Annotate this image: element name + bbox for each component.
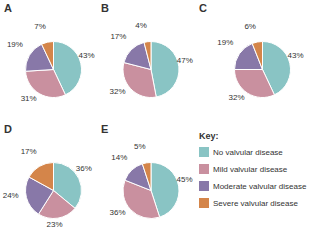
- svg-text:14%: 14%: [111, 153, 127, 162]
- svg-text:5%: 5%: [134, 142, 146, 151]
- svg-text:45%: 45%: [177, 175, 193, 184]
- svg-text:32%: 32%: [110, 87, 126, 96]
- svg-text:7%: 7%: [34, 22, 46, 31]
- svg-text:36%: 36%: [110, 208, 126, 217]
- html-text:C: C: [199, 2, 207, 14]
- svg-text:17%: 17%: [21, 147, 37, 156]
- svg-text:19%: 19%: [8, 40, 23, 49]
- svg-text:43%: 43%: [288, 51, 304, 60]
- svg-text:19%: 19%: [217, 38, 233, 47]
- svg-text:17%: 17%: [110, 32, 126, 41]
- html-text:Severe valvular disease: Severe valvular disease: [213, 198, 298, 208]
- html-text:Moderate valvular disease: Moderate valvular disease: [213, 181, 307, 191]
- svg-text:23%: 23%: [47, 220, 63, 229]
- svg-text:31%: 31%: [21, 94, 37, 103]
- svg-text:36%: 36%: [76, 164, 92, 173]
- html-text:Key:: Key:: [199, 131, 219, 141]
- html-text:No valvular disease: No valvular disease: [213, 147, 283, 157]
- svg-text:47%: 47%: [177, 56, 193, 65]
- html-text:B: B: [101, 2, 109, 14]
- svg-text:32%: 32%: [229, 93, 245, 102]
- html-text:D: D: [4, 123, 12, 135]
- html-text:Mild valvular disease: Mild valvular disease: [213, 164, 288, 174]
- svg-text:24%: 24%: [8, 191, 19, 200]
- html-text:E: E: [101, 123, 109, 135]
- svg-text:43%: 43%: [79, 51, 95, 60]
- svg-text:6%: 6%: [244, 22, 256, 31]
- svg-text:4%: 4%: [135, 21, 147, 30]
- html-text:A: A: [4, 2, 12, 14]
